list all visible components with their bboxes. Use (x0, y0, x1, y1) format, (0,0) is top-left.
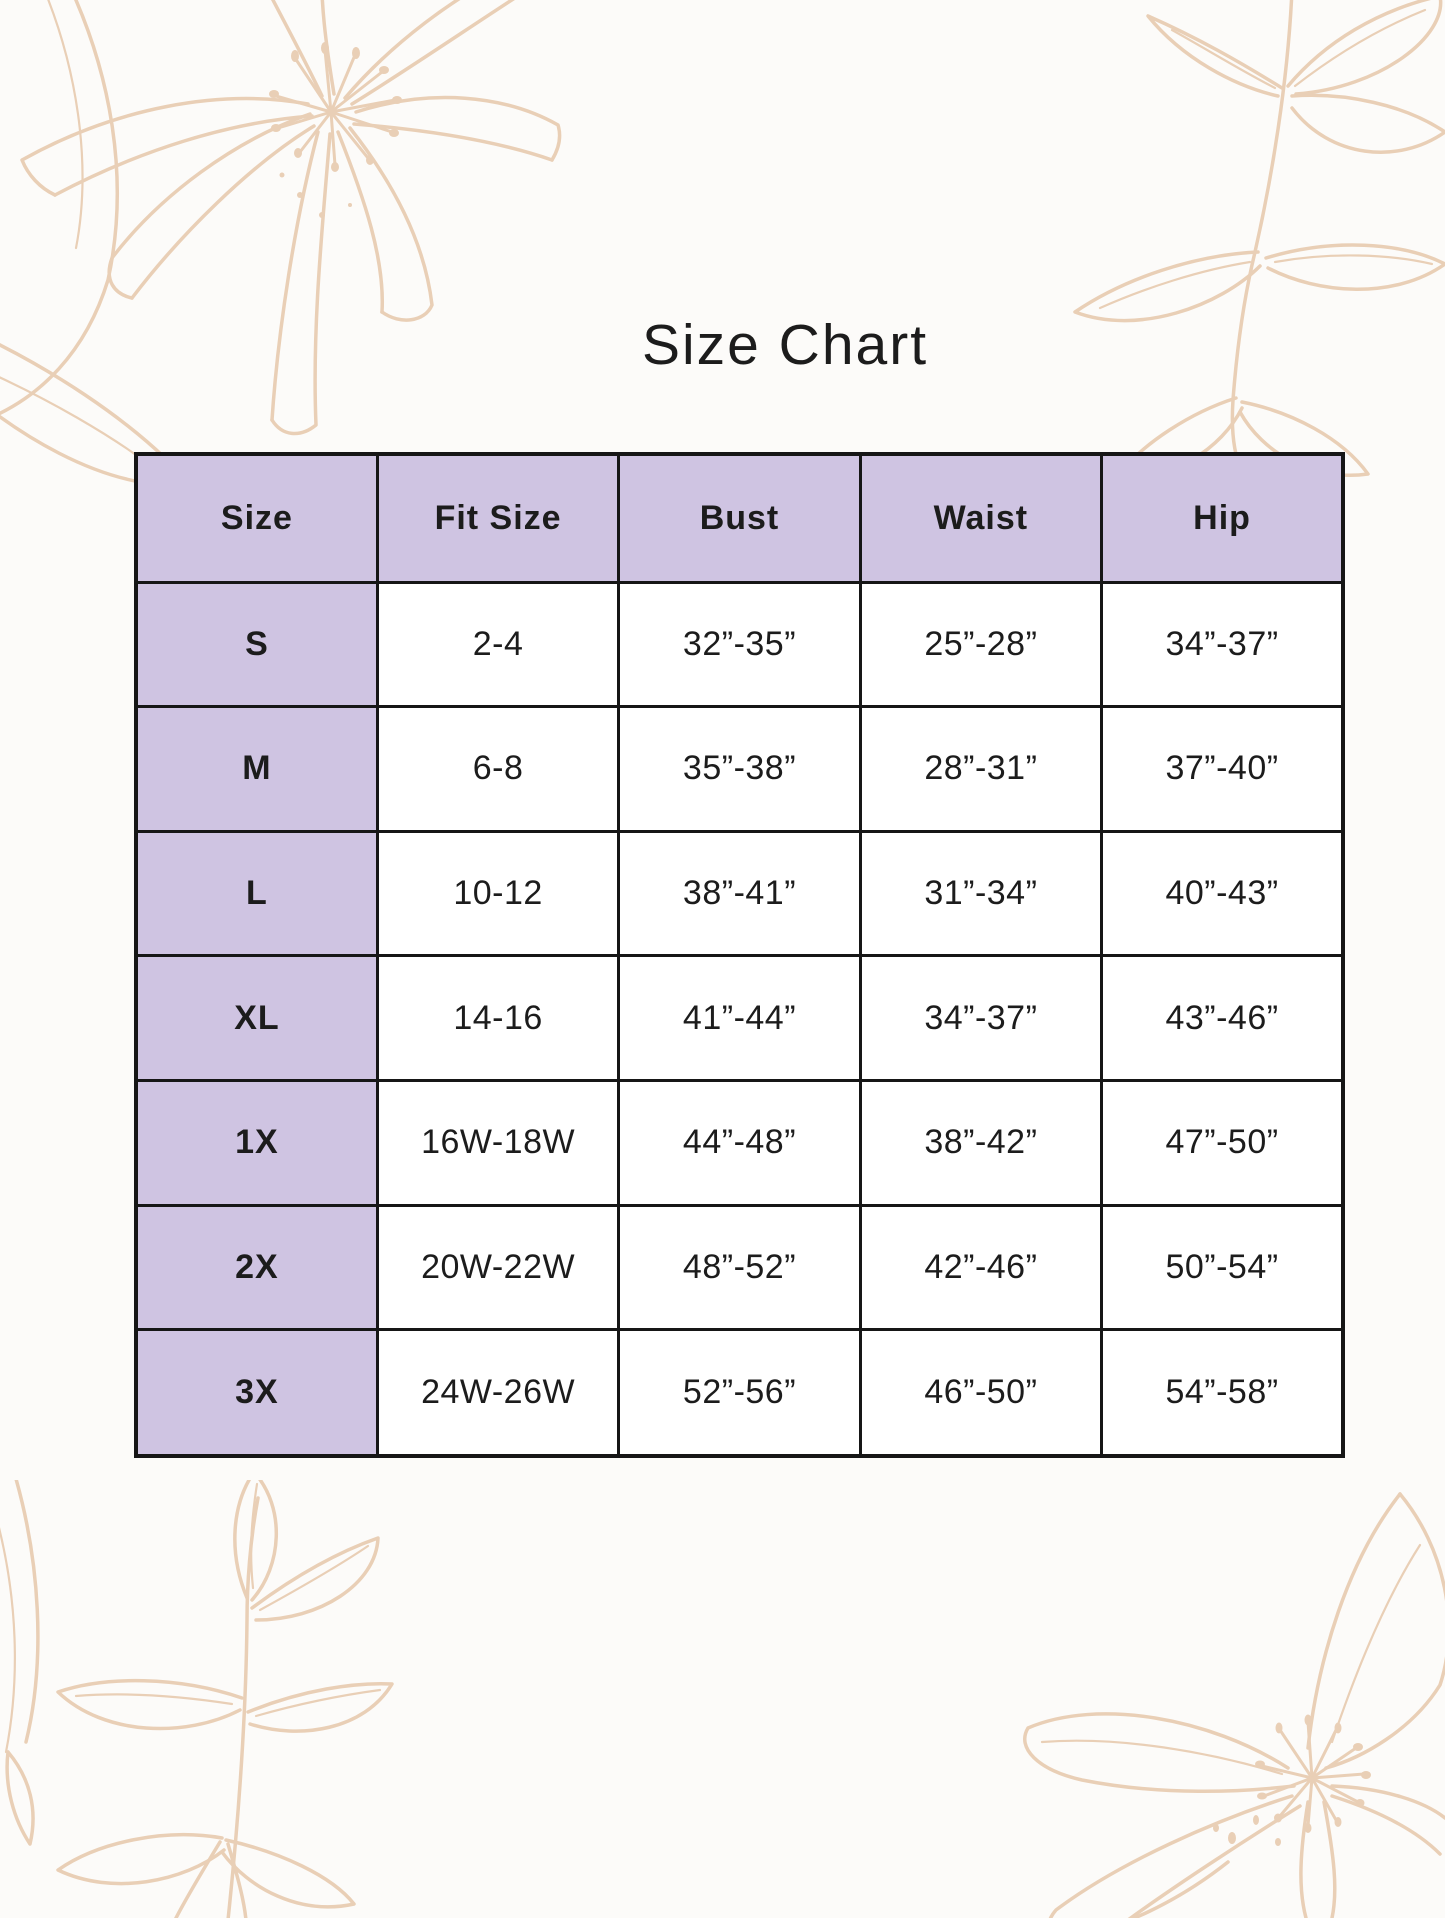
table-row-l: L 10-12 38”-41” 31”-34” 40”-43” (134, 829, 1345, 958)
waist-cell: 28”-31” (858, 705, 1104, 833)
column-header-waist: Waist (858, 452, 1104, 584)
table-row-m: M 6-8 35”-38” 28”-31” 37”-40” (134, 705, 1345, 833)
floral-decoration-bottom-left (0, 1480, 520, 1918)
waist-cell: 25”-28” (858, 580, 1104, 709)
waist-cell: 31”-34” (858, 829, 1104, 958)
bust-cell: 44”-48” (617, 1079, 862, 1207)
fit-size-cell: 2-4 (375, 580, 621, 709)
waist-cell: 34”-37” (858, 954, 1104, 1083)
table-row-s: S 2-4 32”-35” 25”-28” 34”-37” (134, 580, 1345, 709)
waist-cell: 42”-46” (858, 1203, 1104, 1332)
bust-cell: 41”-44” (617, 954, 862, 1083)
table-row-3x: 3X 24W-26W 52”-56” 46”-50” 54”-58” (134, 1328, 1345, 1458)
bust-cell: 38”-41” (617, 829, 862, 958)
bust-cell: 32”-35” (617, 580, 862, 709)
hip-cell: 34”-37” (1100, 580, 1345, 709)
floral-decoration-bottom-right (880, 1490, 1445, 1918)
hip-cell: 37”-40” (1100, 705, 1345, 833)
hip-cell: 50”-54” (1100, 1203, 1345, 1332)
table-row-1x: 1X 16W-18W 44”-48” 38”-42” 47”-50” (134, 1079, 1345, 1207)
size-chart-table: Size Fit Size Bust Waist Hip S 2-4 32”-3… (134, 452, 1345, 1458)
size-label: L (134, 829, 379, 958)
bust-cell: 48”-52” (617, 1203, 862, 1332)
fit-size-cell: 16W-18W (375, 1079, 621, 1207)
size-label: 3X (134, 1328, 379, 1458)
hip-cell: 40”-43” (1100, 829, 1345, 958)
fit-size-cell: 20W-22W (375, 1203, 621, 1332)
size-label: 1X (134, 1079, 379, 1207)
column-header-fit-size: Fit Size (375, 452, 621, 584)
fit-size-cell: 6-8 (375, 705, 621, 833)
bust-cell: 52”-56” (617, 1328, 862, 1458)
fit-size-cell: 24W-26W (375, 1328, 621, 1458)
floral-decoration-top-right (900, 0, 1445, 480)
bust-cell: 35”-38” (617, 705, 862, 833)
table-header-row: Size Fit Size Bust Waist Hip (134, 452, 1345, 584)
waist-cell: 46”-50” (858, 1328, 1104, 1458)
hip-cell: 47”-50” (1100, 1079, 1345, 1207)
flower-line-art (1023, 1492, 1445, 1918)
size-label: S (134, 580, 379, 709)
leafy-branch-line-art (0, 1480, 394, 1918)
hip-cell: 43”-46” (1100, 954, 1345, 1083)
fit-size-cell: 10-12 (375, 829, 621, 958)
table-row-2x: 2X 20W-22W 48”-52” 42”-46” 50”-54” (134, 1203, 1345, 1332)
fit-size-cell: 14-16 (375, 954, 621, 1083)
table-row-xl: XL 14-16 41”-44” 34”-37” 43”-46” (134, 954, 1345, 1083)
column-header-size: Size (134, 452, 379, 584)
size-label: XL (134, 954, 379, 1083)
hip-cell: 54”-58” (1100, 1328, 1345, 1458)
waist-cell: 38”-42” (858, 1079, 1104, 1207)
page-title: Size Chart (641, 313, 929, 377)
column-header-hip: Hip (1100, 452, 1345, 584)
column-header-bust: Bust (617, 452, 862, 584)
size-label: 2X (134, 1203, 379, 1332)
leafy-branch-line-art (1073, 0, 1445, 480)
size-label: M (134, 705, 379, 833)
